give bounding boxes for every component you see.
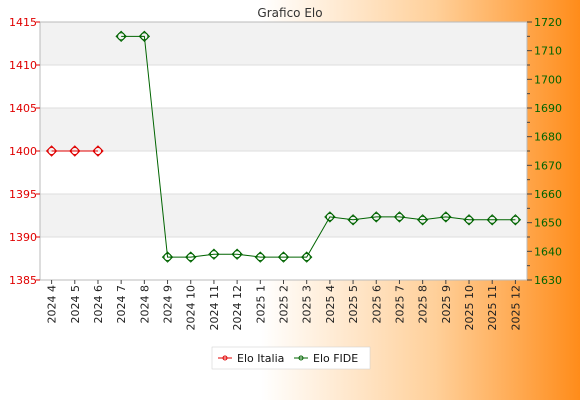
right-tick-label: 1700 (534, 73, 562, 86)
x-tick-label: 2024 9 (162, 285, 175, 324)
data-point-ring (418, 215, 427, 224)
legend-label: Elo FIDE (313, 352, 358, 365)
left-y-axis: 1385 1390 1395 1400 1405 1410 1415 (9, 16, 40, 287)
data-point-ring (348, 215, 358, 224)
data-point-ring (302, 252, 311, 262)
plot-band (40, 151, 527, 194)
right-tick-label: 1640 (534, 245, 562, 258)
left-tick-label: 1410 (9, 59, 37, 72)
data-point-ring (511, 215, 520, 224)
right-tick-label: 1660 (534, 188, 562, 201)
x-tick-label: 2025 8 (417, 285, 430, 324)
x-tick-label: 2024 6 (92, 285, 105, 324)
data-point-ring (488, 215, 497, 224)
right-tick-label: 1650 (534, 217, 562, 230)
x-tick-label: 2024 5 (69, 285, 82, 324)
plot-band (40, 22, 527, 65)
series-elo-fide (115, 30, 522, 263)
x-axis: 2024 4 2024 5 2024 6 2024 7 2024 8 2024 9 2024… (46, 280, 522, 331)
left-tick-label: 1405 (9, 102, 37, 115)
x-tick-label: 2024 10 (185, 285, 198, 331)
data-point-ring (464, 215, 474, 224)
legend-swatch-marker (298, 355, 304, 361)
legend-swatch-marker (222, 355, 228, 361)
x-tick-label: 2024 7 (115, 285, 128, 324)
x-tick-label: 2025 10 (463, 285, 476, 331)
data-point-ring (372, 212, 381, 222)
x-tick-label: 2025 11 (486, 285, 499, 331)
data-point-ring (233, 250, 242, 259)
data-point-ring (441, 212, 450, 222)
x-tick-label: 2025 1 (254, 285, 267, 324)
plot-band (40, 237, 527, 280)
data-point-ring (70, 146, 79, 156)
x-tick-label: 2025 12 (509, 285, 522, 331)
x-tick-label: 2025 9 (440, 285, 453, 324)
left-tick-label: 1385 (9, 274, 37, 287)
data-point-ring (140, 32, 149, 41)
x-tick-label: 2024 8 (138, 285, 151, 324)
left-tick-label: 1390 (9, 231, 37, 244)
data-point-ring (256, 252, 265, 262)
legend: Elo Italia Elo FIDE (211, 346, 371, 370)
right-tick-label: 1720 (534, 16, 562, 29)
plot-band (40, 194, 527, 237)
data-point-ring (279, 252, 288, 262)
right-tick-label: 1630 (534, 274, 562, 287)
plot-band (40, 65, 527, 108)
right-tick-label: 1680 (534, 131, 562, 144)
x-tick-label: 2025 3 (301, 285, 314, 324)
data-point-ring (93, 146, 103, 156)
legend-box (211, 346, 371, 370)
x-tick-label: 2025 5 (347, 285, 360, 324)
x-tick-label: 2025 7 (393, 285, 406, 324)
right-tick-label: 1690 (534, 102, 562, 115)
data-point-ring (117, 32, 126, 41)
left-tick-label: 1415 (9, 16, 37, 29)
x-tick-label: 2024 4 (46, 285, 59, 324)
data-point-ring (186, 252, 195, 262)
plot-bands (40, 22, 527, 280)
plot-band (40, 108, 527, 151)
left-tick-label: 1400 (9, 145, 37, 158)
data-point-ring (395, 212, 404, 222)
chart-title: Grafico Elo (257, 6, 322, 20)
x-tick-label: 2025 4 (324, 285, 337, 324)
series-elo-italia (45, 145, 104, 157)
x-tick-label: 2025 2 (278, 285, 291, 324)
data-point-ring (47, 146, 56, 156)
x-tick-label: 2025 6 (370, 285, 383, 324)
data-point-ring (163, 252, 172, 262)
data-point-ring (209, 250, 219, 259)
series-layer (45, 30, 522, 263)
left-tick-label: 1395 (9, 188, 37, 201)
right-y-axis: 1630 1640 1650 1660 1670 1680 1690 1700 1710 1720 (527, 16, 562, 287)
data-point-ring (325, 212, 334, 222)
right-tick-label: 1670 (534, 159, 562, 172)
x-tick-label: 2024 12 (231, 285, 244, 331)
legend-label: Elo Italia (237, 352, 284, 365)
right-tick-label: 1710 (534, 45, 562, 58)
x-tick-label: 2024 11 (208, 285, 221, 331)
